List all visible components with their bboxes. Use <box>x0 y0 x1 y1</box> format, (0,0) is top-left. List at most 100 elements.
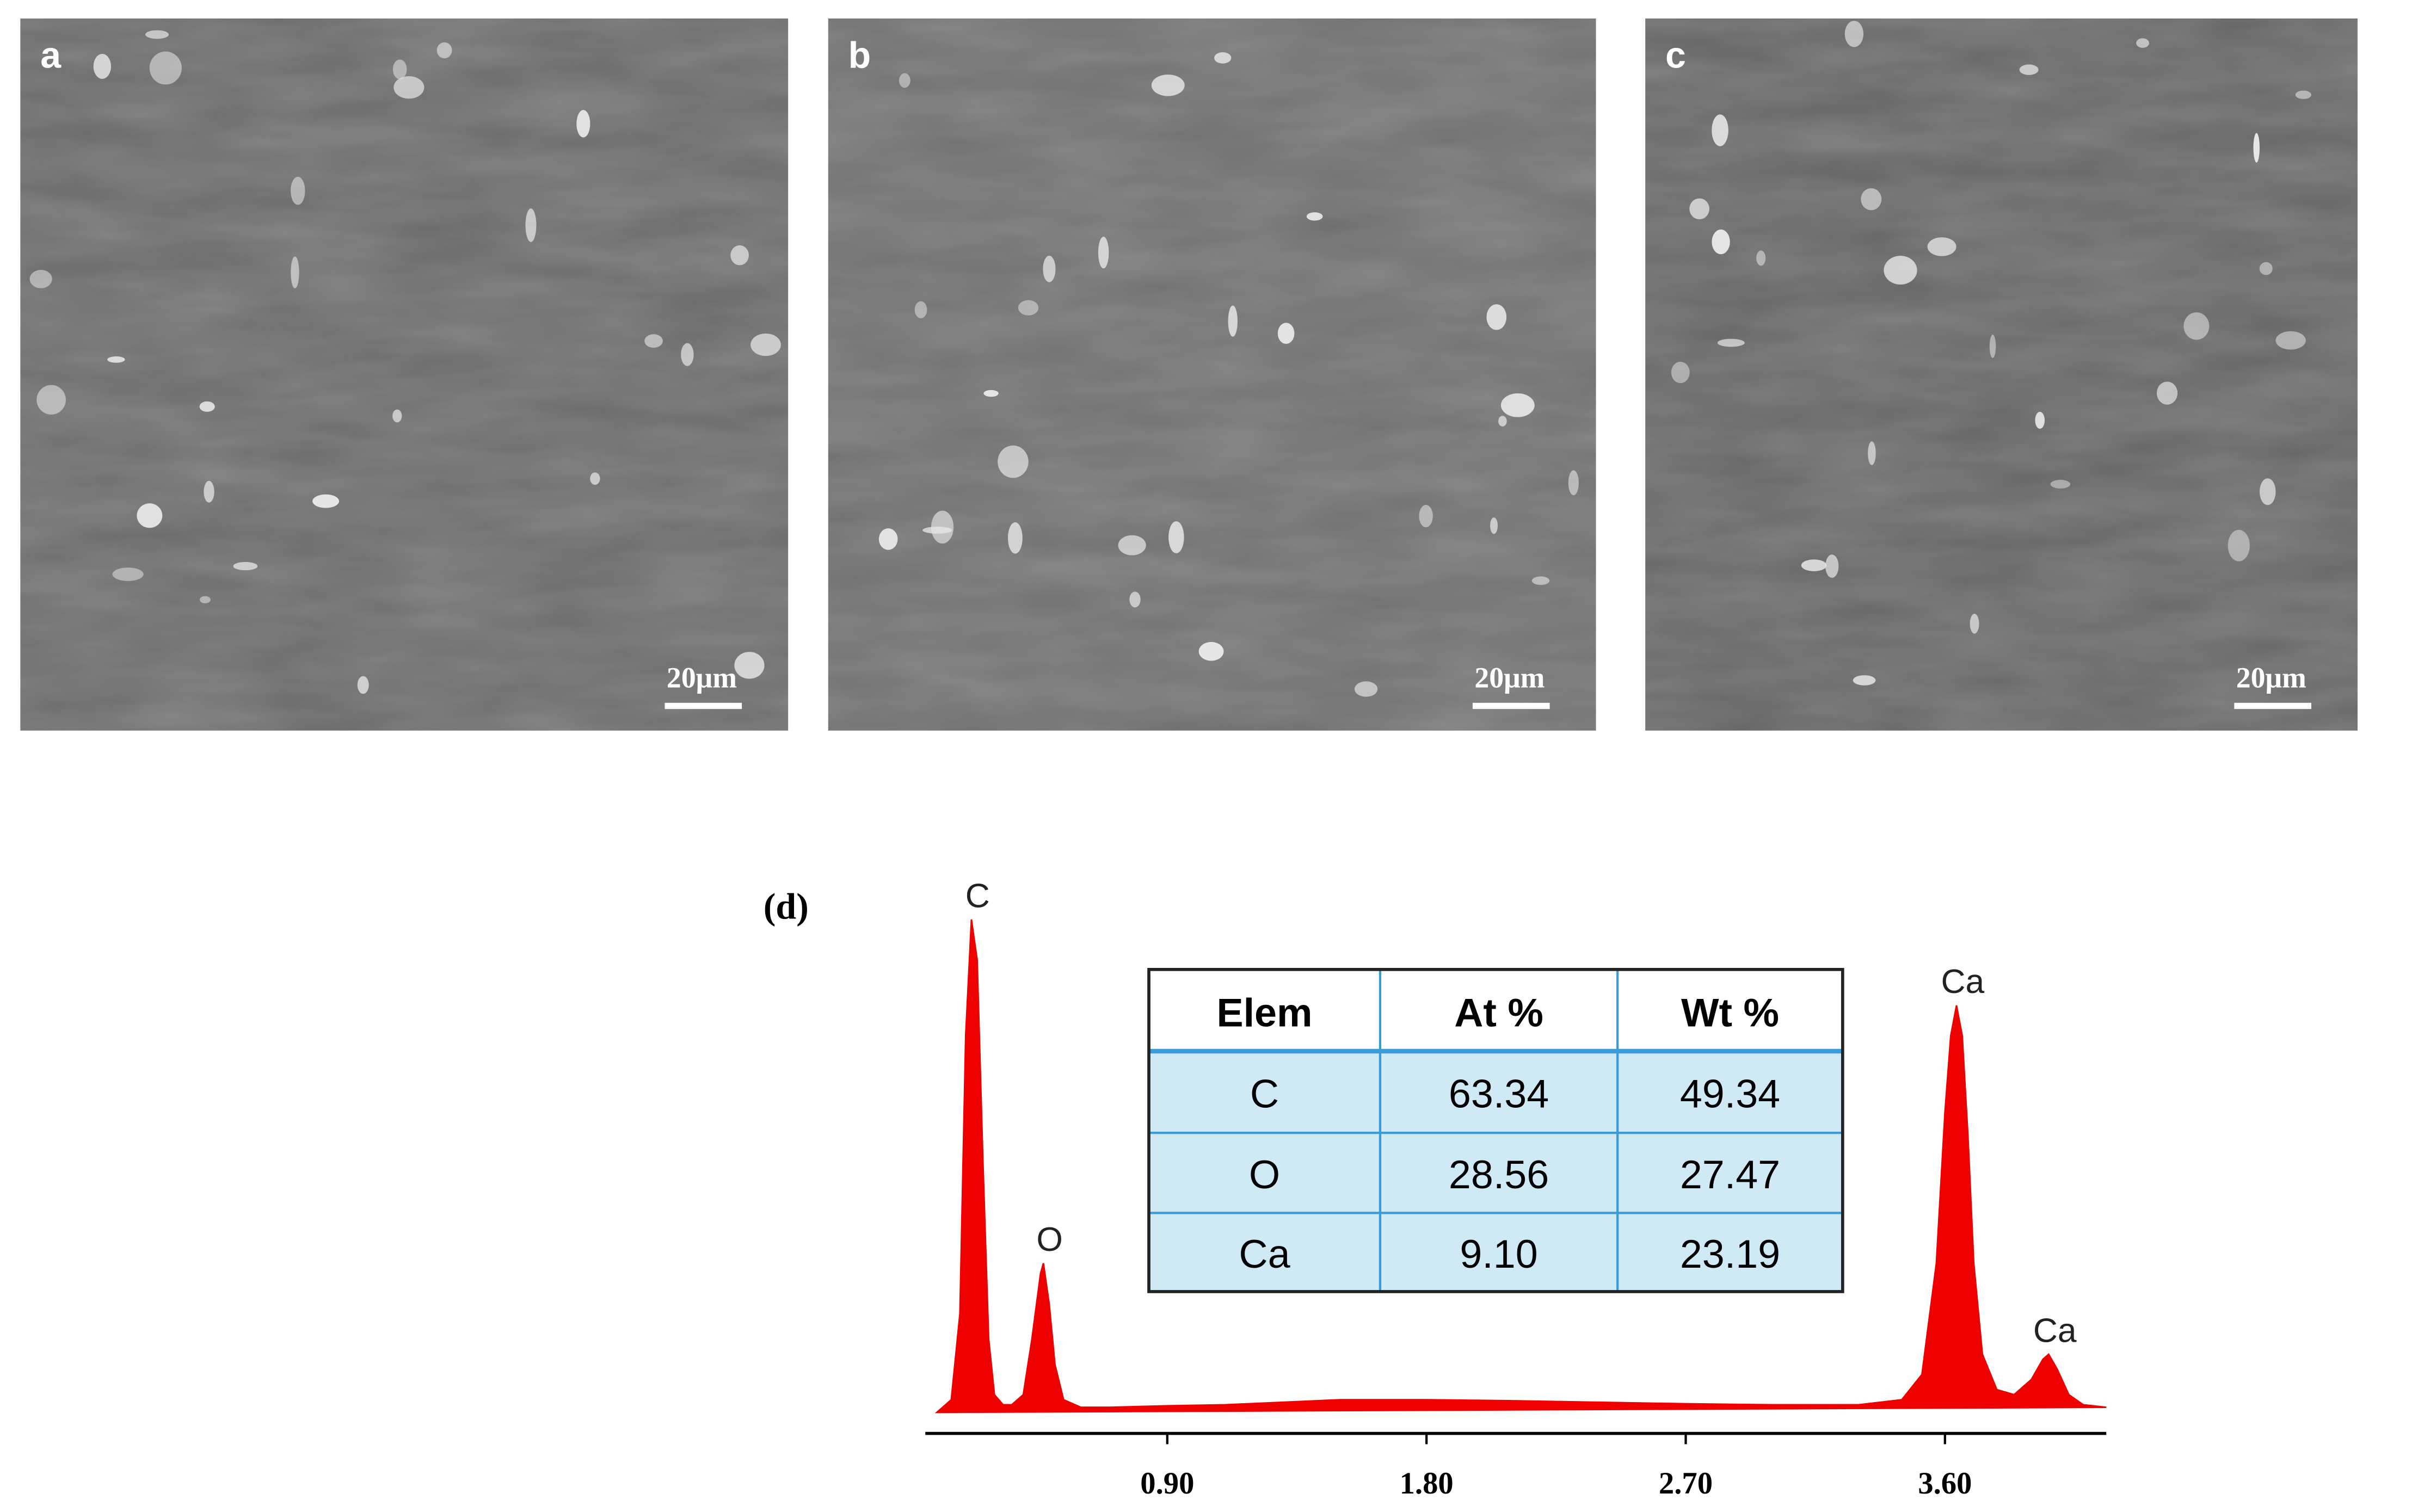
particle <box>1531 576 1550 585</box>
particle <box>1151 74 1185 96</box>
particle <box>2183 312 2210 340</box>
particle <box>525 208 537 242</box>
sem-texture <box>20 18 789 731</box>
table-cell: 27.47 <box>1680 1152 1780 1197</box>
particle <box>2156 381 2178 405</box>
table-border <box>1147 968 1844 1293</box>
particle <box>93 53 112 79</box>
particle <box>312 494 340 508</box>
particle <box>393 76 424 99</box>
table-header: At % <box>1454 990 1543 1035</box>
table-cell: C <box>1250 1071 1279 1116</box>
particle <box>750 333 781 356</box>
particle <box>1568 470 1579 496</box>
scale-bar-label: 20μm <box>1474 661 1545 694</box>
particle <box>291 176 305 205</box>
x-tick-label: 1.80 <box>1400 1467 1454 1501</box>
table-body-bg <box>1149 1051 1843 1292</box>
sem-image: c 20μm <box>1645 18 2358 731</box>
panel-label: a <box>40 35 61 76</box>
scale-bar-label: 20μm <box>2236 661 2306 694</box>
peak-label: O <box>1036 1221 1062 1258</box>
particle <box>2260 478 2276 505</box>
particle <box>1129 591 1141 608</box>
particle <box>2259 262 2273 275</box>
particle <box>576 110 590 138</box>
particle <box>1712 114 1728 146</box>
panel-label: (d) <box>764 885 809 927</box>
particle <box>1970 613 1979 634</box>
x-tick-label: 3.60 <box>1918 1467 1972 1501</box>
particle <box>291 256 299 288</box>
particle <box>1018 300 1039 316</box>
particle <box>1756 250 1766 266</box>
particle <box>1498 416 1507 427</box>
table-cell: 49.34 <box>1680 1071 1780 1116</box>
peak-label: C <box>965 877 990 915</box>
particle <box>436 42 452 59</box>
particle <box>1098 237 1109 269</box>
table-header: Wt % <box>1681 990 1779 1035</box>
particle <box>1500 393 1535 417</box>
scale-bar-label: 20μm <box>667 661 737 694</box>
particle <box>2253 133 2260 163</box>
particle <box>931 510 954 544</box>
x-tick-label: 0.90 <box>1140 1467 1194 1501</box>
particle <box>29 269 52 288</box>
table-cell: 9.10 <box>1460 1231 1537 1276</box>
particle <box>590 472 600 485</box>
particle <box>878 528 898 550</box>
particle <box>1043 255 1056 282</box>
particle <box>1007 522 1023 554</box>
particle <box>1228 305 1238 337</box>
particle <box>2035 411 2045 429</box>
particle <box>149 51 182 85</box>
spectrum <box>934 919 2107 1414</box>
particle <box>1486 304 1507 330</box>
peak-label: Ca <box>1941 963 1984 1001</box>
peak-label: Ca <box>2033 1312 2077 1349</box>
particle <box>1419 504 1433 528</box>
particle <box>644 334 663 348</box>
particle <box>914 301 927 318</box>
particle <box>1861 188 1882 211</box>
particle <box>2295 90 2312 99</box>
particle <box>1712 229 1730 255</box>
particle <box>1801 559 1827 571</box>
particle <box>1927 237 1956 256</box>
particle <box>357 676 369 694</box>
panel-label: c <box>1665 35 1686 76</box>
particle <box>2275 331 2306 350</box>
composition-table: Elem At % Wt % C 63.34 49.34 O 28.56 27.47 Ca 9.10… <box>1147 968 1844 1293</box>
particle <box>2019 64 2039 75</box>
particle <box>1989 334 1996 358</box>
particle <box>36 385 66 415</box>
particle <box>2136 38 2149 48</box>
particle <box>1214 52 1232 64</box>
particle <box>1168 521 1184 553</box>
particle <box>730 245 749 266</box>
table-header: Elem <box>1216 990 1312 1035</box>
particle <box>983 390 999 397</box>
panel-label: b <box>848 35 871 76</box>
table-cell: O <box>1249 1152 1280 1197</box>
particle <box>392 409 402 423</box>
particle <box>1354 681 1378 697</box>
sem-image: b 20μm <box>828 18 1596 731</box>
particle <box>1306 212 1323 221</box>
particle <box>1198 641 1224 661</box>
particle <box>1844 21 1864 47</box>
particle <box>1825 554 1839 578</box>
particle <box>1277 323 1295 344</box>
particle <box>1717 338 1745 347</box>
particle <box>1490 517 1498 534</box>
particle <box>734 652 765 679</box>
sem-panels: a 20μm b 20μm c 20μm <box>20 18 2358 731</box>
particle <box>1671 361 1690 384</box>
particle <box>145 30 169 39</box>
particle <box>1853 675 1876 686</box>
table-header-bg <box>1149 969 1843 1051</box>
